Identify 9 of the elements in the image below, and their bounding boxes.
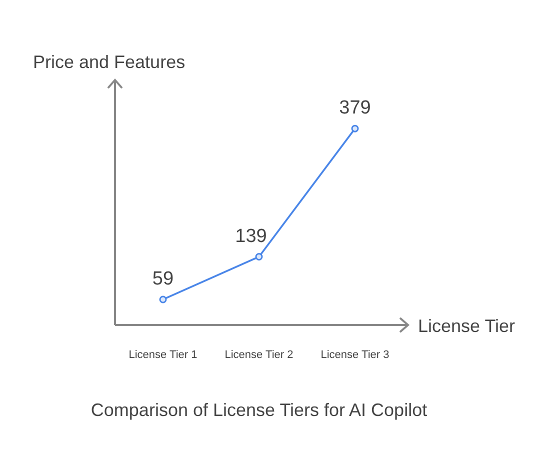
data-label: 139 xyxy=(235,226,267,247)
x-tick-label: License Tier 2 xyxy=(224,349,294,361)
data-label: 379 xyxy=(339,98,371,119)
x-tick-label: License Tier 1 xyxy=(128,349,198,361)
text: Comparison of License Tiers for AI Copilot xyxy=(90,400,428,420)
y-axis-title: Price and Features xyxy=(33,52,186,72)
x-tick-label: License Tier 3 xyxy=(320,349,390,361)
x-axis-title: License Tier xyxy=(418,316,516,336)
data-label: 59 xyxy=(152,268,174,290)
